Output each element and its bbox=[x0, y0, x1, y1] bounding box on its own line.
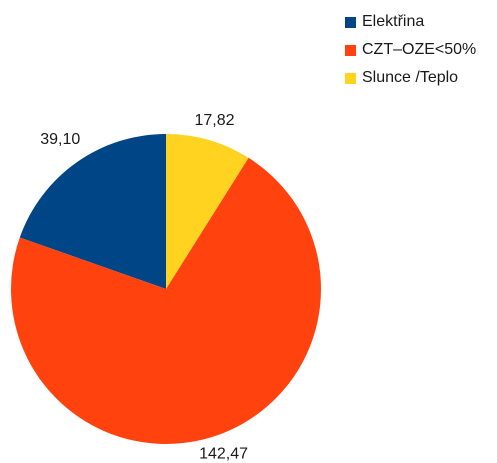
pie-slice-elektrina bbox=[19, 134, 166, 289]
legend-label: Slunce /Teplo bbox=[362, 69, 459, 86]
legend-label: Elektřina bbox=[362, 13, 425, 30]
legend-label: CZT–OZE<50% bbox=[362, 41, 477, 58]
data-label-elektrina: 39,10 bbox=[40, 131, 80, 148]
pie-slice-slunce-teplo bbox=[166, 134, 249, 289]
legend-item-elektrina: Elektřina bbox=[345, 8, 476, 36]
legend: Elektřina CZT–OZE<50% Slunce /Teplo bbox=[345, 8, 476, 92]
data-label-czt-oze: 142,47 bbox=[199, 445, 248, 462]
legend-swatch bbox=[345, 44, 356, 56]
legend-swatch bbox=[345, 16, 356, 28]
data-labels: 39,10 142,47 17,82 bbox=[40, 112, 248, 462]
pie-slices bbox=[10, 134, 321, 444]
data-label-slunce-teplo: 17,82 bbox=[194, 112, 234, 129]
legend-item-slunce-teplo: Slunce /Teplo bbox=[345, 64, 476, 92]
legend-item-czt-oze: CZT–OZE<50% bbox=[345, 36, 476, 64]
legend-swatch bbox=[345, 72, 356, 84]
pie-slice-czt-oze bbox=[10, 157, 321, 444]
